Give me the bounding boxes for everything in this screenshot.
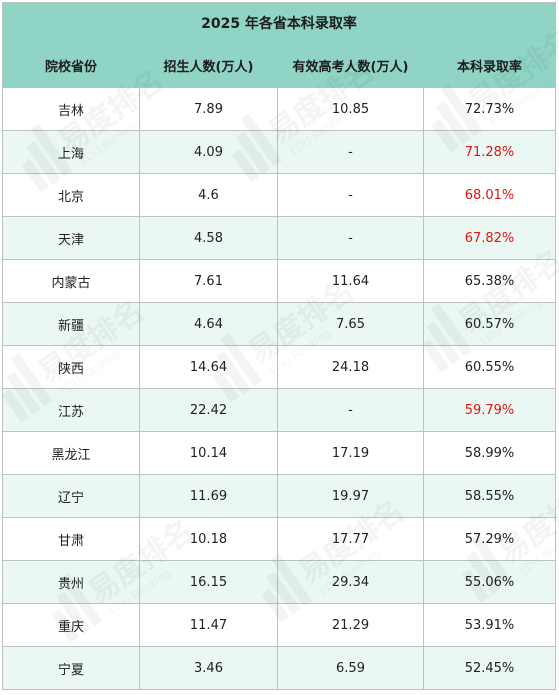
cell-enrollment: 4.58	[139, 216, 278, 260]
cell-enrollment: 10.18	[139, 517, 278, 561]
cell-enrollment: 7.89	[139, 87, 278, 131]
cell-province: 江苏	[2, 388, 140, 432]
header-examinees: 有效高考人数(万人)	[277, 43, 424, 88]
cell-admission-rate: 59.79%	[422, 388, 557, 432]
cell-enrollment: 7.61	[139, 259, 278, 303]
cell-admission-rate: 58.99%	[422, 431, 557, 475]
cell-enrollment: 22.42	[139, 388, 278, 432]
cell-province: 陕西	[2, 345, 140, 389]
table-row: 吉林 7.89 10.85 72.73%	[2, 87, 557, 131]
table-row: 重庆 11.47 21.29 53.91%	[2, 603, 557, 647]
table-row: 天津 4.58-67.82%	[2, 216, 557, 260]
table-row: 北京 4.6-68.01%	[2, 173, 557, 217]
table-row: 陕西 14.64 24.18 60.55%	[2, 345, 557, 389]
cell-enrollment: 16.15	[139, 560, 278, 604]
cell-examinees: -	[277, 173, 424, 217]
cell-examinees: -	[277, 216, 424, 260]
cell-admission-rate: 52.45%	[422, 646, 557, 690]
cell-admission-rate: 60.57%	[422, 302, 557, 346]
cell-examinees: 10.85	[277, 87, 424, 131]
cell-province: 宁夏	[2, 646, 140, 690]
table-row: 贵州 16.15 29.34 55.06%	[2, 560, 557, 604]
table-row: 江苏 22.42-59.79%	[2, 388, 557, 432]
cell-admission-rate: 71.28%	[422, 130, 557, 174]
cell-province: 内蒙古	[2, 259, 140, 303]
cell-enrollment: 4.64	[139, 302, 278, 346]
table-header-row: 院校省份 招生人数(万人) 有效高考人数(万人) 本科录取率	[2, 43, 557, 88]
header-enrollment: 招生人数(万人)	[139, 43, 278, 88]
cell-enrollment: 4.6	[139, 173, 278, 217]
table-title-row: 2025 年各省本科录取率	[1, 2, 557, 44]
cell-examinees: -	[277, 130, 424, 174]
cell-province: 新疆	[2, 302, 140, 346]
table-row: 宁夏 3.46 6.59 52.45%	[2, 646, 557, 690]
cell-province: 北京	[2, 173, 140, 217]
cell-admission-rate: 57.29%	[422, 517, 557, 561]
table-row: 辽宁 11.69 19.97 58.55%	[2, 474, 557, 518]
cell-province: 天津	[2, 216, 140, 260]
cell-admission-rate: 72.73%	[422, 87, 557, 131]
table-row: 上海 4.09-71.28%	[2, 130, 557, 174]
cell-examinees: 21.29	[277, 603, 424, 647]
table-body: 吉林 7.89 10.85 72.73% 上海 4.09-71.28% 北京 4.6-68.0…	[2, 87, 557, 690]
cell-enrollment: 14.64	[139, 345, 278, 389]
header-province: 院校省份	[2, 43, 140, 88]
cell-admission-rate: 65.38%	[422, 259, 557, 303]
cell-province: 辽宁	[2, 474, 140, 518]
cell-admission-rate: 58.55%	[422, 474, 557, 518]
cell-examinees: 6.59	[277, 646, 424, 690]
cell-enrollment: 11.69	[139, 474, 278, 518]
cell-admission-rate: 53.91%	[422, 603, 557, 647]
cell-examinees: -	[277, 388, 424, 432]
cell-province: 重庆	[2, 603, 140, 647]
cell-enrollment: 10.14	[139, 431, 278, 475]
cell-examinees: 7.65	[277, 302, 424, 346]
cell-examinees: 24.18	[277, 345, 424, 389]
cell-province: 甘肃	[2, 517, 140, 561]
cell-province: 黑龙江	[2, 431, 140, 475]
cell-enrollment: 4.09	[139, 130, 278, 174]
header-admission-rate: 本科录取率	[422, 43, 557, 88]
table-row: 新疆 4.64 7.65 60.57%	[2, 302, 557, 346]
cell-examinees: 19.97	[277, 474, 424, 518]
cell-admission-rate: 67.82%	[422, 216, 557, 260]
table-row: 甘肃 10.18 17.77 57.29%	[2, 517, 557, 561]
cell-admission-rate: 60.55%	[422, 345, 557, 389]
table-row: 内蒙古 7.61 11.64 65.38%	[2, 259, 557, 303]
cell-enrollment: 3.46	[139, 646, 278, 690]
cell-province: 上海	[2, 130, 140, 174]
table-title: 2025 年各省本科录取率	[1, 2, 557, 44]
cell-examinees: 17.77	[277, 517, 424, 561]
cell-admission-rate: 68.01%	[422, 173, 557, 217]
cell-admission-rate: 55.06%	[422, 560, 557, 604]
table-row: 黑龙江 10.14 17.19 58.99%	[2, 431, 557, 475]
cell-enrollment: 11.47	[139, 603, 278, 647]
cell-examinees: 11.64	[277, 259, 424, 303]
cell-examinees: 29.34	[277, 560, 424, 604]
cell-province: 吉林	[2, 87, 140, 131]
cell-province: 贵州	[2, 560, 140, 604]
cell-examinees: 17.19	[277, 431, 424, 475]
